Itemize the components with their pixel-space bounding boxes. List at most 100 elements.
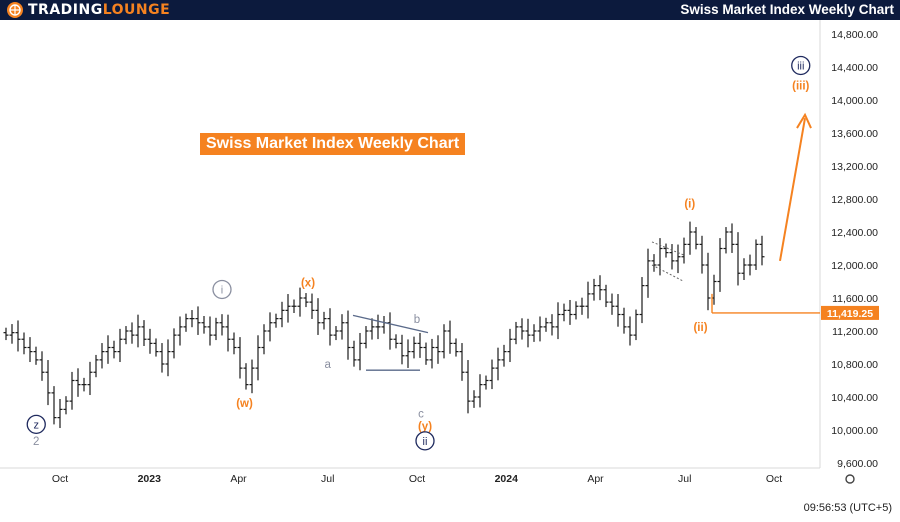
ohlc-bar: [267, 312, 273, 342]
clock-readout: 09:56:53 (UTC+5): [803, 502, 892, 514]
ohlc-bar: [285, 294, 291, 323]
wave-label: (ii): [693, 322, 707, 334]
y-tick-label: 12,400.00: [831, 227, 878, 239]
ohlc-bar: [57, 398, 63, 429]
ohlc-bar: [747, 254, 753, 276]
price-level-tag: [821, 305, 879, 320]
ohlc-bar: [657, 238, 663, 276]
ohlc-bar: [603, 284, 609, 308]
settings-gear-icon[interactable]: [845, 474, 855, 484]
ohlc-bar: [687, 221, 693, 255]
ohlc-bar: [585, 281, 591, 319]
ohlc-bar: [369, 318, 375, 340]
ohlc-bar: [141, 320, 147, 347]
header-bar: TRADING LOUNGE Swiss Market Index Weekly …: [0, 0, 900, 20]
brand-name-part2: LOUNGE: [102, 2, 171, 18]
ohlc-bar: [423, 342, 429, 365]
ohlc-bar: [21, 332, 27, 355]
x-tick-label: Oct: [52, 473, 68, 485]
ohlc-bar: [387, 312, 393, 350]
ohlc-bar: [357, 332, 363, 371]
wave-label: (y): [418, 421, 432, 433]
ohlc-bar: [573, 301, 579, 320]
ohlc-bar: [195, 306, 201, 335]
ohlc-bar: [291, 299, 297, 314]
ohlc-bar: [429, 338, 435, 369]
ohlc-bar: [183, 313, 189, 332]
ohlc-bar: [345, 310, 351, 360]
triangle-upper-line: [352, 314, 429, 334]
ohlc-bar: [519, 318, 525, 340]
ohlc-bar: [243, 363, 249, 390]
y-tick-label: 12,800.00: [831, 194, 878, 206]
y-tick-label: 11,200.00: [832, 326, 878, 338]
ohlc-bar: [117, 328, 123, 363]
wave-label: b: [414, 314, 420, 326]
ohlc-bar: [753, 239, 759, 270]
brand-globe-icon: [7, 2, 23, 18]
ohlc-bar: [663, 243, 669, 258]
wave-label: c: [418, 409, 424, 421]
ohlc-bar: [489, 359, 495, 390]
x-tick-label: Jul: [321, 473, 334, 485]
ohlc-bar: [759, 235, 765, 266]
ohlc-bar: [639, 277, 645, 324]
ohlc-bar: [495, 347, 501, 381]
ohlc-bar: [411, 336, 417, 359]
y-tick-label: 9,600.00: [837, 458, 878, 470]
ohlc-bar: [501, 344, 507, 367]
ohlc-bar: [459, 343, 465, 381]
ohlc-bar: [567, 299, 573, 325]
ohlc-bar: [213, 317, 219, 341]
x-tick-label: Apr: [230, 473, 247, 485]
ohlc-bar: [561, 303, 567, 322]
ohlc-bar: [381, 315, 387, 334]
annotations-layer: 11,419.25 z 2 i (w) (x) a b c(y) ii (i) (ii) iii (iii…: [26, 55, 879, 451]
ohlc-bar: [591, 278, 597, 301]
ohlc-bar: [363, 326, 369, 349]
ohlc-bar: [333, 326, 339, 341]
ohlc-bar: [435, 335, 441, 364]
ohlc-bar: [477, 374, 483, 408]
ohlc-bar: [693, 227, 699, 250]
axes-layer: 9,600.00 10,000.00 10,400.00 10,800.00 11,20…: [0, 20, 878, 485]
y-tick-label: 14,800.00: [831, 29, 878, 41]
ohlc-bar: [39, 351, 45, 381]
ohlc-bar: [579, 297, 585, 315]
ohlc-bar: [27, 337, 33, 363]
ohlc-bar: [147, 328, 153, 354]
ohlc-bar: [273, 313, 279, 328]
projection-arrow-head: [796, 112, 812, 129]
ohlc-bar: [669, 244, 675, 270]
ohlc-bar: [87, 361, 93, 396]
y-tick-label: 12,000.00: [831, 260, 878, 272]
ohlc-bar: [51, 386, 57, 425]
channel-upper-dots: [651, 241, 685, 256]
ohlc-bar: [45, 360, 51, 406]
wave-label: ii: [423, 436, 428, 448]
ohlc-bar: [225, 314, 231, 352]
ohlc-bar: [231, 332, 237, 355]
ohlc-bar: [99, 343, 105, 369]
ohlc-bar: [261, 324, 267, 355]
ohlc-bar: [201, 315, 207, 334]
ohlc-bar: [405, 339, 411, 368]
ohlc-bar: [351, 340, 357, 367]
x-tick-label: Jul: [678, 473, 691, 485]
projection-arrow-shaft: [779, 117, 806, 262]
ohlc-bar: [237, 337, 243, 379]
ohlc-bar: [3, 327, 9, 341]
ohlc-bar: [735, 232, 741, 286]
wave-label: iii: [797, 60, 804, 72]
ohlc-bar: [135, 314, 141, 348]
ohlc-bar: [177, 316, 183, 346]
ohlc-bar: [339, 314, 345, 340]
x-tick-label: Oct: [766, 473, 782, 485]
y-tick-label: 13,200.00: [831, 161, 878, 173]
ohlc-bar: [255, 335, 261, 381]
wave-label: (iii): [792, 80, 809, 92]
ohlc-bar: [327, 308, 333, 346]
ohlc-bar: [447, 320, 453, 354]
y-tick-label: 13,600.00: [831, 128, 878, 140]
